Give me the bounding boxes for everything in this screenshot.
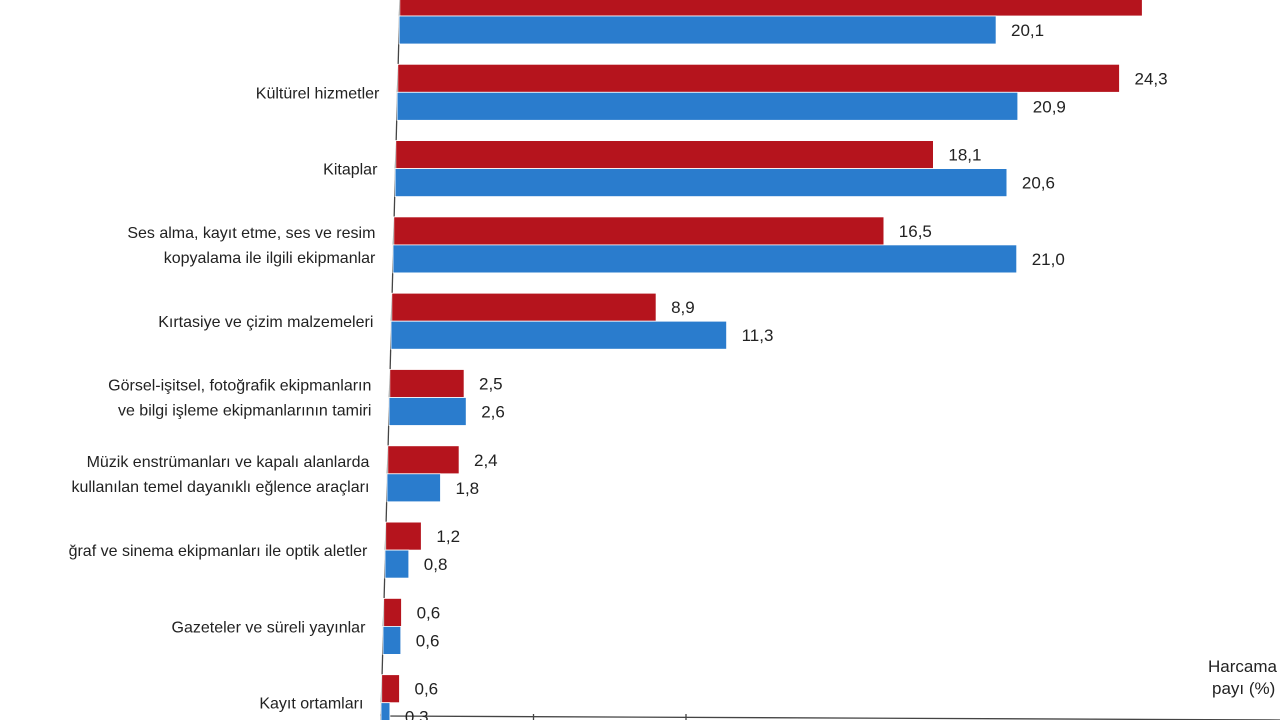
value-label: 0,6 (415, 680, 439, 699)
bars (380, 0, 1143, 720)
value-label: 18,1 (948, 146, 981, 165)
category-label: Gazeteler ve süreli yayınlar (172, 619, 367, 636)
value-label: 1,2 (436, 527, 460, 546)
bar-series-2 (398, 15, 997, 45)
category-label: Ses alma, kayıt etme, ses ve resim (127, 225, 375, 242)
bar-series-2 (394, 168, 1008, 198)
bar-series-1 (381, 674, 400, 704)
bar-series-2 (392, 244, 1018, 274)
value-label: 16,5 (899, 222, 932, 241)
value-label: 20,9 (1033, 97, 1066, 116)
bar-series-2 (390, 320, 728, 350)
value-label: 1,8 (456, 479, 480, 498)
value-label: 2,5 (479, 375, 503, 394)
bar-series-1 (391, 292, 657, 322)
bar-series-1 (395, 140, 934, 170)
bar-series-1 (387, 445, 460, 475)
category-label: Kitaplar (323, 162, 378, 179)
value-label: 0,6 (417, 603, 441, 622)
bar-series-1 (399, 0, 1143, 17)
value-label: 20,6 (1022, 174, 1055, 193)
category-label: Kayıt ortamları (259, 696, 363, 713)
bar-series-2 (384, 549, 410, 579)
value-label: 0,8 (424, 555, 448, 574)
value-label: 0,6 (416, 631, 440, 650)
category-label: kopyalama ile ilgili ekipmanlar (164, 250, 376, 267)
x-axis (380, 715, 1280, 720)
value-label: 11,3 (742, 326, 774, 345)
bar-series-1 (385, 521, 422, 551)
value-label: 21,0 (1032, 250, 1065, 269)
axis-note-line-1: Harcama (1208, 657, 1278, 676)
bar-series-1 (397, 63, 1120, 93)
value-label: 8,9 (671, 298, 695, 317)
value-label: 20,1 (1011, 21, 1044, 40)
axis-note-line-2: payı (%) (1212, 679, 1275, 698)
category-label: Kültürel hizmetler (256, 85, 380, 102)
bar-series-1 (383, 598, 402, 627)
value-label: 0,3 (405, 708, 429, 720)
bar-series-2 (396, 91, 1019, 121)
value-label: 2,6 (481, 403, 505, 422)
bar-series-2 (382, 626, 402, 655)
value-label: 24,3 (1135, 69, 1168, 88)
category-label: Görsel-işitsel, fotoğrafik ekipmanların (108, 378, 371, 395)
bar-series-2 (386, 473, 441, 503)
category-labels: Kültürel hizmetler Kitaplar Ses alma, kayı… (69, 85, 380, 712)
category-label: Kırtasiye ve çizim malzemeleri (158, 314, 373, 331)
value-labels: 20,1 24,3 20,9 18,1 20,6 16,5 21,0 8,9 11,3 2,5 2,… (405, 21, 1168, 720)
value-label: 2,4 (474, 451, 498, 470)
bar-series-2 (388, 397, 467, 426)
bar-series-2 (380, 702, 391, 720)
category-label: kullanılan temel dayanıklı eğlence araçl… (71, 479, 369, 496)
bar-series-1 (389, 369, 465, 398)
bar-series-1 (393, 216, 885, 246)
category-label: ğraf ve sinema ekipmanları ile optik ale… (69, 543, 368, 560)
category-label: ve bilgi işleme ekipmanlarının tamiri (118, 403, 371, 420)
category-label: Müzik enstrümanları ve kapalı alanlarda (87, 454, 370, 471)
